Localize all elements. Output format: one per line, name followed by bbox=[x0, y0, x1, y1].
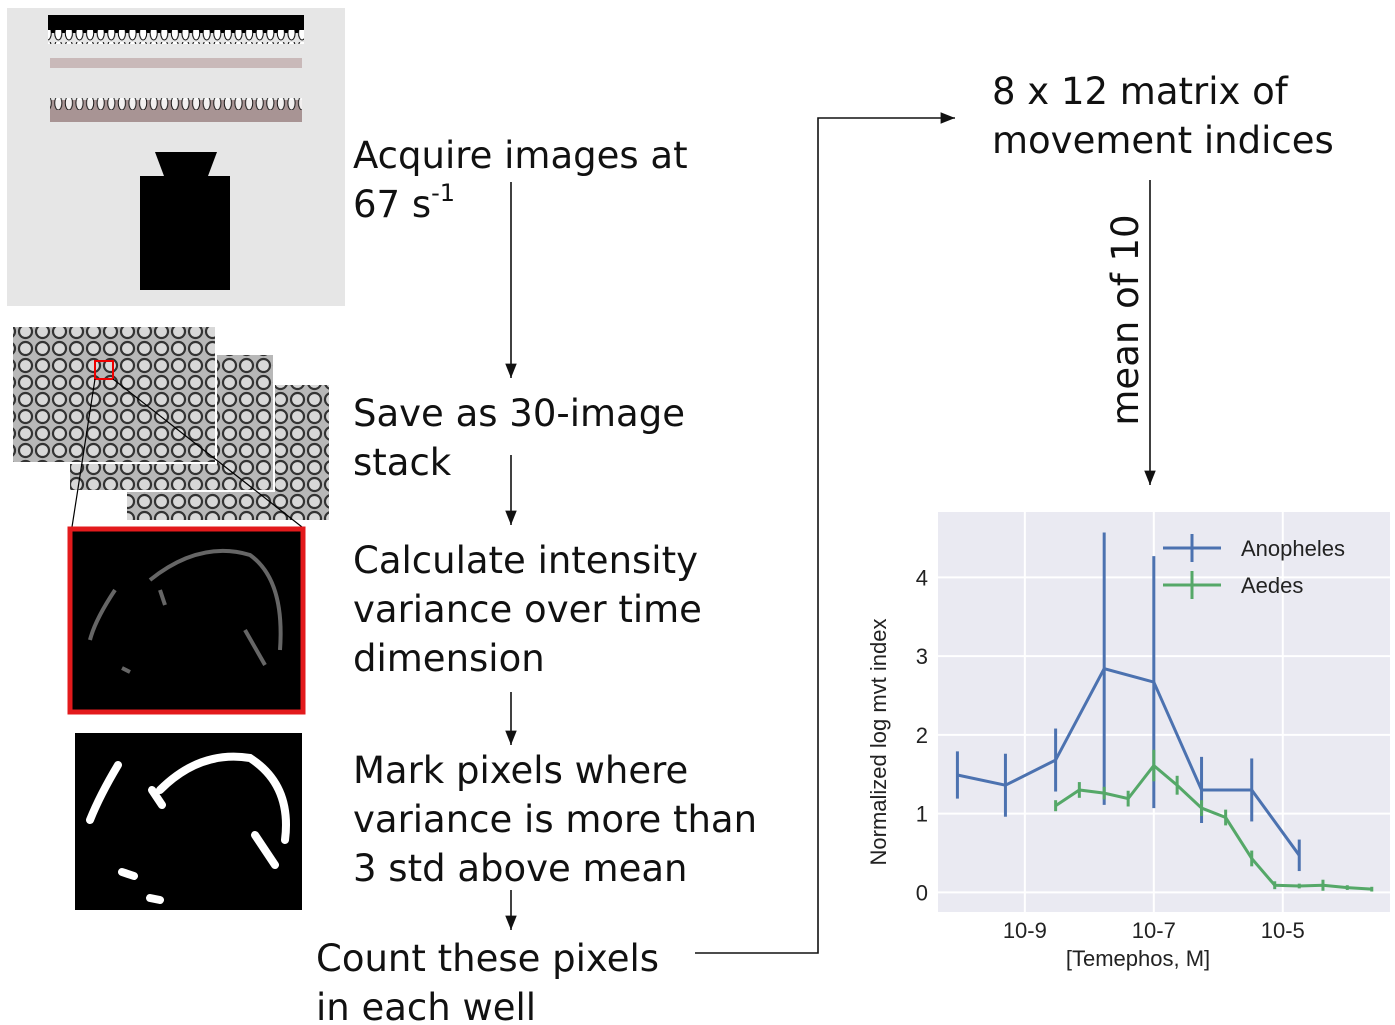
step-line: 67 s bbox=[353, 183, 431, 226]
step-text: variance is more than bbox=[353, 798, 757, 841]
step-text: Acquire images at bbox=[353, 134, 688, 177]
y-tick-label: 4 bbox=[916, 565, 928, 590]
y-tick-label: 0 bbox=[916, 880, 928, 905]
x-tick-label: 10-7 bbox=[1132, 918, 1176, 943]
output-text: 8 x 12 matrix of bbox=[992, 70, 1289, 113]
step-line: Acquire images at bbox=[353, 134, 688, 177]
x-axis-label: [Temephos, M] bbox=[1066, 946, 1210, 971]
step-text: dimension bbox=[353, 637, 545, 680]
step-text: Mark pixels where bbox=[353, 749, 688, 792]
y-tick-label: 2 bbox=[916, 723, 928, 748]
plate-images bbox=[11, 325, 331, 528]
step-text: 67 s-1 bbox=[353, 179, 455, 226]
legend-label: Aedes bbox=[1241, 573, 1303, 598]
step-text: in each well bbox=[316, 986, 536, 1025]
step-text: Calculate intensity bbox=[353, 539, 698, 582]
y-axis-label: Normalized log mvt index bbox=[866, 619, 891, 866]
flow-arrows bbox=[505, 112, 1156, 954]
step-text: 3 std above mean bbox=[353, 847, 687, 890]
step-line: dimension bbox=[353, 637, 545, 680]
step-line: 3 std above mean bbox=[353, 847, 687, 890]
step-text: variance over time bbox=[353, 588, 702, 631]
step-line: in each well bbox=[316, 986, 536, 1025]
plot-area bbox=[938, 512, 1390, 912]
apparatus-image bbox=[7, 8, 345, 306]
step-line: Calculate intensity bbox=[353, 539, 698, 582]
y-tick-label: 3 bbox=[916, 644, 928, 669]
x-tick-label: 10-5 bbox=[1261, 918, 1305, 943]
variance-image bbox=[67, 526, 306, 715]
series-line bbox=[957, 666, 1301, 857]
step-text: stack bbox=[353, 441, 452, 484]
threshold-image bbox=[75, 733, 302, 910]
step-text: Count these pixels bbox=[316, 937, 659, 980]
step-line: Count these pixels bbox=[316, 937, 659, 980]
step-line: variance is more than bbox=[353, 798, 757, 841]
step-line: variance over time bbox=[353, 588, 702, 631]
step-line: stack bbox=[353, 441, 452, 484]
x-tick-label: 10-9 bbox=[1003, 918, 1047, 943]
step-line: Save as 30-image bbox=[353, 392, 685, 435]
legend-label: Anopheles bbox=[1241, 536, 1345, 561]
step-line: Mark pixels where bbox=[353, 749, 688, 792]
superscript: -1 bbox=[431, 179, 455, 207]
arrow-label: mean of 10 bbox=[1104, 214, 1147, 425]
step-text: Save as 30-image bbox=[353, 392, 685, 435]
series-line bbox=[1054, 763, 1372, 891]
y-tick-label: 1 bbox=[916, 802, 928, 827]
output-text: movement indices bbox=[992, 119, 1334, 162]
